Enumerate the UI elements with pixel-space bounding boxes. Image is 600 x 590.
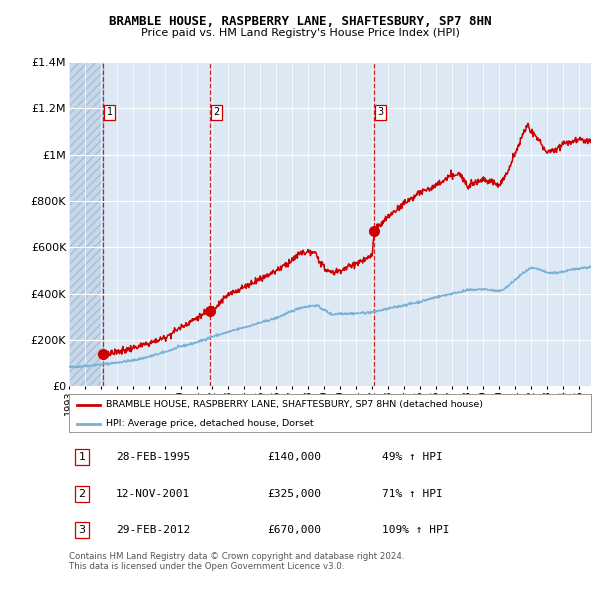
Text: 28-FEB-1995: 28-FEB-1995: [116, 452, 190, 462]
Text: This data is licensed under the Open Government Licence v3.0.: This data is licensed under the Open Gov…: [69, 562, 344, 571]
Text: 71% ↑ HPI: 71% ↑ HPI: [382, 489, 443, 499]
Text: Price paid vs. HM Land Registry's House Price Index (HPI): Price paid vs. HM Land Registry's House …: [140, 28, 460, 38]
Bar: [69, 62, 103, 386]
Text: 1: 1: [107, 107, 113, 117]
Text: Contains HM Land Registry data © Crown copyright and database right 2024.: Contains HM Land Registry data © Crown c…: [69, 552, 404, 560]
Text: BRAMBLE HOUSE, RASPBERRY LANE, SHAFTESBURY, SP7 8HN: BRAMBLE HOUSE, RASPBERRY LANE, SHAFTESBU…: [109, 15, 491, 28]
Text: 1: 1: [79, 452, 86, 462]
Text: £670,000: £670,000: [268, 525, 322, 535]
Text: 109% ↑ HPI: 109% ↑ HPI: [382, 525, 450, 535]
Text: 49% ↑ HPI: 49% ↑ HPI: [382, 452, 443, 462]
Text: 12-NOV-2001: 12-NOV-2001: [116, 489, 190, 499]
Text: 3: 3: [377, 107, 384, 117]
Text: £325,000: £325,000: [268, 489, 322, 499]
Text: 2: 2: [214, 107, 220, 117]
Text: BRAMBLE HOUSE, RASPBERRY LANE, SHAFTESBURY, SP7 8HN (detached house): BRAMBLE HOUSE, RASPBERRY LANE, SHAFTESBU…: [106, 400, 482, 409]
Text: HPI: Average price, detached house, Dorset: HPI: Average price, detached house, Dors…: [106, 419, 313, 428]
Bar: [69, 62, 103, 386]
Text: 2: 2: [79, 489, 86, 499]
Text: 3: 3: [79, 525, 86, 535]
Text: £140,000: £140,000: [268, 452, 322, 462]
Text: 29-FEB-2012: 29-FEB-2012: [116, 525, 190, 535]
